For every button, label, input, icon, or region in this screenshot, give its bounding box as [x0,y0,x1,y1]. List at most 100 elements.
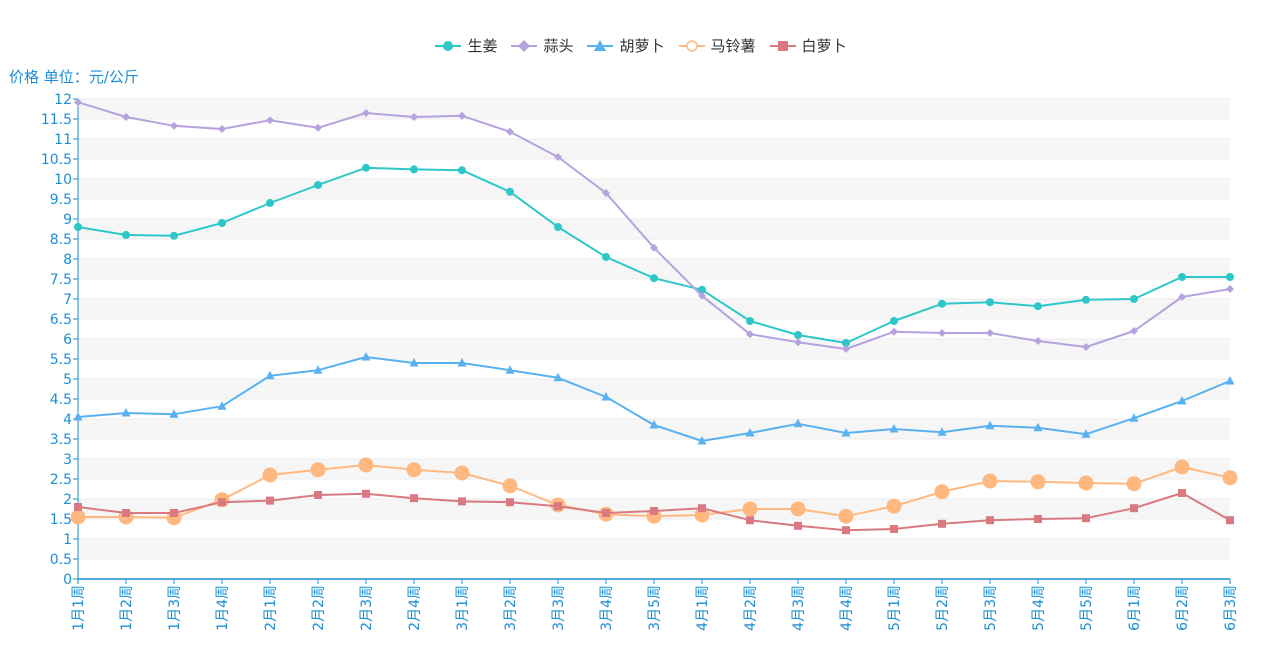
data-point-3-4 [262,467,278,483]
data-point-3-8 [454,465,470,481]
data-point-3-21 [1078,475,1094,491]
x-tick-label: 1月1周 [71,585,87,631]
data-point-0-24 [1226,273,1234,281]
data-point-4-15 [794,521,802,530]
data-point-4-13 [698,504,706,513]
data-point-0-8 [458,166,466,175]
legend-label: 蒜头 [543,37,574,55]
data-point-1-12 [650,243,658,252]
data-point-2-14 [745,428,755,437]
legend-item-carrot[interactable]: 胡萝卜 [587,35,665,56]
legend-label: 胡萝卜 [619,37,665,55]
data-point-3-22 [1126,476,1142,492]
data-point-0-9 [506,187,514,196]
data-point-3-9 [502,478,518,494]
grid-band [78,459,1230,479]
data-point-4-9 [506,498,514,507]
data-point-2-11 [601,392,611,401]
data-point-3-5 [310,462,326,478]
legend-label: 白萝卜 [801,37,847,55]
data-point-2-1 [121,408,131,417]
data-point-1-5 [314,123,322,132]
data-point-0-15 [794,331,802,339]
data-point-2-16 [841,428,851,437]
x-tick-label: 3月1周 [455,585,471,631]
data-point-3-6 [358,457,374,473]
data-point-3-14 [742,501,758,517]
data-point-2-12 [649,420,659,429]
x-tick-label: 2月3周 [359,585,375,631]
x-tick-label: 3月4周 [599,585,615,631]
y-tick-label: 0.5 [50,552,72,568]
data-point-1-14 [746,330,754,339]
data-point-1-18 [938,329,946,337]
x-tick-label: 3月5周 [647,585,663,631]
x-tick-label: 4月1周 [695,585,711,631]
data-point-2-2 [169,409,179,418]
grid-band [78,339,1230,359]
y-tick-label: 6.5 [50,312,72,328]
x-tick-label: 5月4周 [1031,585,1047,631]
data-point-2-0 [73,412,83,421]
data-point-2-9 [505,365,515,374]
y-tick-label: 5 [63,372,72,388]
data-point-0-13 [698,285,706,294]
data-point-2-20 [1033,422,1043,432]
data-point-0-12 [650,274,658,283]
x-tick-label: 4月2周 [743,585,759,631]
grid-band [78,299,1230,319]
data-point-3-20 [1030,474,1046,490]
legend-circle-icon [435,40,462,51]
y-tick-label: 5.5 [50,352,72,368]
legend-item-radish[interactable]: 白萝卜 [769,35,847,56]
grid-band [78,179,1230,199]
data-point-0-6 [362,163,370,172]
data-point-1-1 [122,113,130,121]
data-point-4-22 [1130,504,1138,513]
x-tick-label: 1月2周 [119,585,135,631]
data-point-2-21 [1081,429,1091,438]
data-point-2-19 [985,420,995,430]
data-point-2-6 [361,352,371,361]
data-point-4-16 [842,526,850,535]
x-tick-label: 6月2周 [1175,585,1191,631]
y-tick-label: 9.5 [50,192,72,208]
legend-item-potato[interactable]: 马铃薯 [678,35,756,56]
x-tick-label: 5月3周 [983,585,999,631]
data-point-1-0 [74,98,82,107]
data-point-1-2 [170,121,178,130]
y-tick-label: 6 [63,332,72,348]
x-tick-label: 1月4周 [215,585,231,631]
data-point-3-16 [838,508,854,524]
legend-label: 马铃薯 [710,37,756,55]
data-point-3-18 [934,484,950,500]
data-point-1-16 [842,345,850,353]
data-point-0-22 [1130,295,1138,303]
data-point-4-1 [122,509,130,517]
legend-diamond-icon [511,39,538,52]
data-point-0-20 [1034,302,1042,311]
y-tick-label: 7 [63,292,72,308]
grid-band [78,139,1230,159]
grid-band [78,539,1230,559]
legend-item-garlic[interactable]: 蒜头 [511,35,573,56]
data-point-3-17 [886,498,902,514]
data-point-2-10 [553,372,563,382]
data-point-4-7 [410,494,418,503]
legend-item-ginger[interactable]: 生姜 [435,35,497,56]
data-point-0-17 [890,317,898,325]
y-tick-label: 4 [63,412,72,428]
data-point-2-13 [697,436,707,445]
data-point-2-18 [937,427,947,436]
data-point-4-21 [1082,514,1090,523]
data-point-1-19 [986,329,994,337]
data-point-1-22 [1130,327,1138,335]
x-tick-label: 2月4周 [407,585,423,631]
data-point-1-9 [506,127,514,136]
x-tick-label: 4月3周 [791,585,807,631]
data-point-4-14 [746,516,754,525]
y-tick-label: 10 [54,172,72,188]
x-tick-label: 5月2周 [935,585,951,631]
data-point-4-4 [266,496,274,505]
data-point-1-21 [1082,343,1090,351]
